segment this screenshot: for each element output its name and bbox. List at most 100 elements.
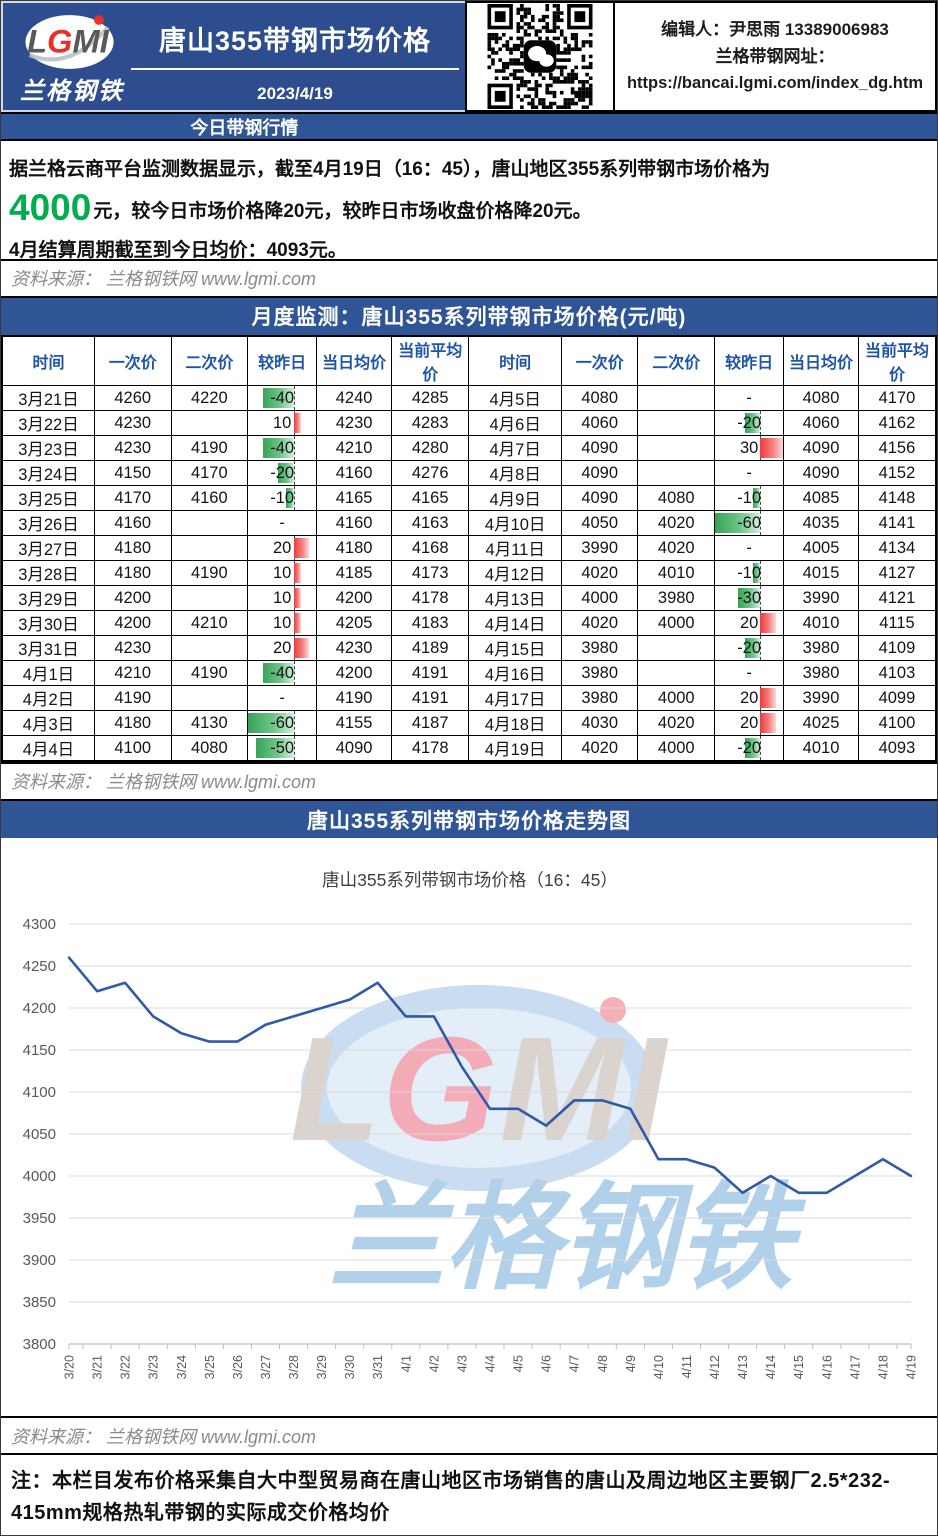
cell-price-second: 4170 <box>170 460 249 487</box>
cell-period-avg: 4156 <box>857 435 937 462</box>
cell-date: 4月13日 <box>468 585 562 612</box>
cell-price-second <box>637 385 716 412</box>
change-value: -20 <box>737 738 762 757</box>
cell-period-avg: 4178 <box>390 735 470 762</box>
cell-day-avg: 4025 <box>783 710 859 737</box>
cell-price-second: 4080 <box>637 485 716 512</box>
footnote: 注：本栏目发布价格采集自大中型贸易商在唐山地区市场销售的唐山及周边地区主要钢厂2… <box>11 1469 891 1524</box>
column-header: 当日均价 <box>316 335 392 387</box>
lgmi-logo: LGMI 兰格钢铁 <box>13 7 131 106</box>
editor-line: 编辑人：尹思雨 13389006983 <box>661 20 889 39</box>
cell-day-avg: 3990 <box>783 585 859 612</box>
cell-period-avg: 4178 <box>390 585 470 612</box>
negative-change-bar <box>255 738 294 759</box>
cell-day-avg: 4080 <box>783 385 859 412</box>
cell-period-avg: 4173 <box>390 560 470 587</box>
cell-period-avg: 4165 <box>390 485 470 512</box>
change-value: -10 <box>737 563 762 582</box>
cell-change: - <box>247 685 318 712</box>
cell-change: - <box>247 510 318 537</box>
cell-price-second <box>637 410 716 437</box>
positive-change-bar <box>760 438 783 459</box>
cell-date: 3月29日 <box>1 585 95 612</box>
cell-day-avg: 4230 <box>316 635 392 662</box>
svg-text:3/21: 3/21 <box>91 1355 105 1379</box>
cell-day-avg: 4090 <box>316 735 392 762</box>
positive-change-bar <box>293 413 302 434</box>
svg-text:3/30: 3/30 <box>343 1355 357 1379</box>
data-bar-axis <box>293 661 295 685</box>
site-label: 兰格带钢网址： <box>715 47 835 66</box>
svg-text:3/31: 3/31 <box>371 1355 385 1379</box>
cell-change: -10 <box>247 485 318 512</box>
cell-date: 3月26日 <box>1 510 95 537</box>
cell-price-second <box>637 435 716 462</box>
cell-date: 3月24日 <box>1 460 95 487</box>
svg-text:4/18: 4/18 <box>876 1355 890 1379</box>
cell-day-avg: 4200 <box>316 585 392 612</box>
change-value: - <box>279 688 285 707</box>
svg-text:3/22: 3/22 <box>119 1355 133 1379</box>
site-url: https://bancai.lgmi.com/index_dg.htm <box>626 74 924 92</box>
data-bar-axis <box>293 386 295 410</box>
svg-text:4/16: 4/16 <box>820 1355 834 1379</box>
cell-change: 20 <box>247 635 318 662</box>
data-bar-axis <box>760 411 762 435</box>
chart-title: 唐山355系列带钢市场价格（16：45） <box>322 870 618 890</box>
contact-panel: 编辑人：尹思雨 13389006983 兰格带钢网址： https://banc… <box>615 1 937 112</box>
summary-line2-text: 元，较今日市场价格降20元，较昨日市场收盘价格降20元。 <box>93 201 592 222</box>
cell-period-avg: 4191 <box>390 685 470 712</box>
svg-text:3/26: 3/26 <box>231 1355 245 1379</box>
svg-text:4/12: 4/12 <box>708 1355 722 1379</box>
cell-change: - <box>714 535 785 562</box>
positive-change-bar <box>293 588 302 609</box>
cell-day-avg: 3980 <box>783 660 859 687</box>
column-header: 较昨日 <box>714 335 785 387</box>
cell-change: 10 <box>247 560 318 587</box>
cell-price-first: 4230 <box>93 635 172 662</box>
negative-change-bar <box>745 738 761 759</box>
svg-text:4250: 4250 <box>23 958 56 975</box>
x-axis-labels: 3/20 3/21 3/22 3/23 3/24 3/25 3/26 3/27 3/28 3/29… <box>63 1355 919 1379</box>
table-row: 3月25日 4170 4160 -10 4165 4165 4月9日 4090 4080 -10 4… <box>1 485 937 512</box>
column-header: 时间 <box>1 335 95 387</box>
cell-period-avg: 4187 <box>390 710 470 737</box>
cell-change: -40 <box>247 435 318 462</box>
summary-line2: 4000 元，较今日市场价格降20元，较昨日市场收盘价格降20元。 <box>9 186 927 234</box>
source-note: 资料来源： 兰格钢铁网 www.lgmi.com <box>1 259 937 298</box>
cell-change: -30 <box>714 585 785 612</box>
cell-price-second: 4080 <box>170 735 249 762</box>
data-bar-axis <box>293 711 295 735</box>
change-value: - <box>746 663 752 682</box>
cell-day-avg: 4180 <box>316 535 392 562</box>
data-bar-axis <box>760 586 762 610</box>
cell-change: 20 <box>714 685 785 712</box>
cell-price-first: 4020 <box>560 560 639 587</box>
data-bar-axis <box>760 561 762 585</box>
table-row: 3月30日 4200 4210 10 4205 4183 4月14日 4020 4000 20 40… <box>1 610 937 637</box>
negative-change-bar <box>248 713 294 734</box>
change-value: 20 <box>739 713 759 732</box>
cell-change: - <box>714 385 785 412</box>
cell-price-first: 4100 <box>93 735 172 762</box>
negative-change-bar <box>263 663 294 684</box>
change-value: -40 <box>270 438 295 457</box>
svg-text:4/2: 4/2 <box>427 1355 441 1372</box>
positive-change-bar <box>760 613 776 634</box>
cell-period-avg: 4115 <box>857 610 937 637</box>
gridlines <box>69 923 911 1345</box>
change-value: -50 <box>270 738 295 757</box>
svg-text:3/24: 3/24 <box>175 1355 189 1379</box>
cell-date: 4月7日 <box>468 435 562 462</box>
cell-price-first: 4080 <box>560 385 639 412</box>
cell-change: 10 <box>247 585 318 612</box>
cell-price-second <box>170 585 249 612</box>
svg-text:4/9: 4/9 <box>624 1355 638 1372</box>
cell-price-first: 4230 <box>93 435 172 462</box>
negative-change-bar <box>737 588 761 609</box>
cell-change: -20 <box>714 735 785 762</box>
svg-text:3800: 3800 <box>23 1336 56 1353</box>
column-header: 较昨日 <box>247 335 318 387</box>
cell-price-first: 3980 <box>560 660 639 687</box>
header: LGMI 兰格钢铁 唐山355带钢市场价格 2023/4/19 编辑人：尹思雨 … <box>1 1 937 114</box>
